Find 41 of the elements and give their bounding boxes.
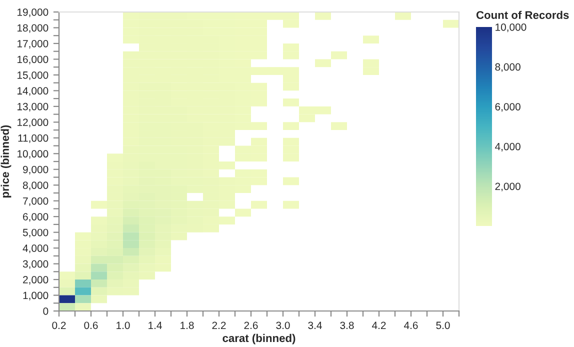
y-tick-label: 11,000: [18, 134, 48, 143]
x-tick-label: 1.0: [116, 322, 130, 330]
color-bar-label: 10,000: [496, 24, 526, 32]
x-tick-label: 1.8: [180, 322, 194, 330]
x-tick-label: 3.8: [340, 322, 354, 330]
y-tick-label: 15,000: [18, 71, 48, 80]
y-tick-label: 7,000: [23, 197, 48, 206]
y-tick-label: 8,000: [22, 182, 48, 190]
y-tick-label: 3,000: [22, 260, 48, 269]
x-tick-label: 1.4: [148, 322, 162, 329]
x-tick-label: 3.4: [308, 322, 322, 330]
y-tick-label: 13,000: [18, 102, 48, 112]
y-tick-label: 0: [43, 308, 48, 315]
x-axis-title: carat (binned): [222, 334, 296, 344]
y-tick-label: 4,000: [22, 244, 48, 254]
y-tick-label: 19,000: [18, 8, 48, 18]
y-tick-label: 10,000: [18, 150, 48, 159]
y-tick-label: 14,000: [18, 87, 48, 96]
color-bar-label: 4,000: [495, 142, 520, 152]
x-tick-label: 4.2: [372, 322, 386, 329]
x-tick-label: 5.0: [436, 322, 450, 330]
y-tick-label: 18,000: [18, 24, 48, 33]
color-bar-label: 8,000: [495, 63, 520, 72]
x-tick-label: 2.6: [244, 322, 258, 330]
x-tick-label: 3.0: [276, 322, 290, 330]
y-tick-label: 9,000: [23, 166, 48, 174]
y-tick-label: 12,000: [18, 118, 48, 128]
x-tick-label: 0.6: [84, 322, 98, 330]
x-tick-label: 4.6: [404, 322, 418, 330]
y-tick-label: 2,000: [23, 276, 48, 285]
y-axis-title: price (binned): [0, 125, 12, 198]
color-bar-label: 2,000: [495, 182, 520, 192]
y-tick-label: 6,000: [23, 213, 48, 222]
y-tick-label: 17,000: [18, 40, 48, 49]
x-tick-label: 2.2: [212, 322, 226, 329]
y-tick-label: 16,000: [18, 56, 48, 64]
y-tick-label: 1,000: [23, 292, 48, 300]
color-bar-title: Count of Records: [476, 10, 569, 19]
color-bar-label: 6,000: [495, 103, 520, 112]
x-tick-label: 0.2: [52, 322, 66, 330]
y-tick-label: 5,000: [22, 228, 48, 238]
